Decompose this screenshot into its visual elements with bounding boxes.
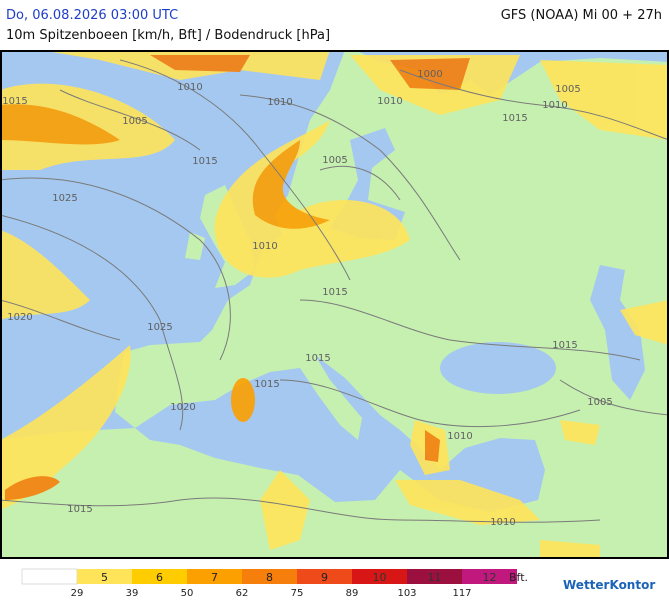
- legend-threshold: 39: [126, 588, 139, 599]
- logo: WetterKontor: [563, 578, 655, 592]
- isobar-label: 1005: [322, 155, 347, 166]
- isobar-label: 1010: [252, 241, 277, 252]
- isobar-label: 1015: [305, 353, 330, 364]
- legend-swatch: [297, 569, 352, 584]
- legend-threshold: 117: [452, 588, 471, 599]
- isobar-label: 1020: [7, 312, 32, 323]
- model-run: GFS (NOAA) Mi 00 + 27h: [501, 8, 662, 23]
- legend-swatch: [187, 569, 242, 584]
- isobar-label: 1005: [122, 116, 147, 127]
- isobar-label: 1010: [267, 97, 292, 108]
- legend-swatch: [352, 569, 407, 584]
- isobar-label: 1005: [555, 84, 580, 95]
- isobar-label: 1010: [177, 82, 202, 93]
- legend-unit: Bft.: [509, 571, 528, 584]
- legend-threshold: 62: [236, 588, 249, 599]
- legend-swatch: [21, 568, 78, 585]
- isobar-label: 1015: [552, 340, 577, 351]
- legend-class: 11: [428, 571, 442, 584]
- caspian: [590, 265, 645, 400]
- isobar-label: 1015: [322, 287, 347, 298]
- legend-class: 8: [266, 571, 273, 584]
- gust-areas: [1, 51, 668, 558]
- legend-threshold: 50: [181, 588, 194, 599]
- isobar-label: 1020: [170, 402, 195, 413]
- black-sea: [440, 342, 556, 394]
- isobar-label: 1015: [254, 379, 279, 390]
- isobar-label: 1010: [377, 96, 402, 107]
- legend-class: 6: [156, 571, 163, 584]
- legend-swatch: [132, 569, 187, 584]
- isobar-labels: 1010 1015 1005 1010 1000 1010 1005 1010 1015 1015…: [2, 69, 612, 528]
- legend-class: 9: [321, 571, 328, 584]
- legend-swatch: [462, 569, 517, 584]
- isobar-label: 1010: [447, 431, 472, 442]
- legend-class: 12: [483, 571, 497, 584]
- legend-threshold: 29: [71, 588, 84, 599]
- isobar-label: 1025: [147, 322, 172, 333]
- legend-threshold: 89: [346, 588, 359, 599]
- legend-class: 7: [211, 571, 218, 584]
- isobar-label: 1025: [52, 193, 77, 204]
- map-frame: [0, 50, 669, 559]
- isobar-label: 1010: [490, 517, 515, 528]
- legend-swatch: [77, 569, 132, 584]
- isobar-label: 1015: [502, 113, 527, 124]
- isobar-label: 1015: [192, 156, 217, 167]
- valid-time: Do, 06.08.2026 03:00 UTC: [6, 8, 178, 23]
- isobar-label: 1005: [587, 397, 612, 408]
- isobar-label: 1010: [542, 100, 567, 111]
- isobars: [1, 59, 668, 523]
- isobar-label: 1015: [67, 504, 92, 515]
- isobar-label: 1015: [2, 96, 27, 107]
- legend-swatch: [242, 569, 297, 584]
- map-area: [1, 51, 668, 558]
- isobar-label: 1000: [417, 69, 442, 80]
- subtitle: 10m Spitzenboeen [km/h, Bft] / Bodendruc…: [6, 28, 330, 43]
- legend-swatch: [407, 569, 462, 584]
- legend-threshold: 75: [291, 588, 304, 599]
- legend-threshold: 103: [397, 588, 416, 599]
- legend-class: 10: [373, 571, 387, 584]
- legend-class: 5: [101, 571, 108, 584]
